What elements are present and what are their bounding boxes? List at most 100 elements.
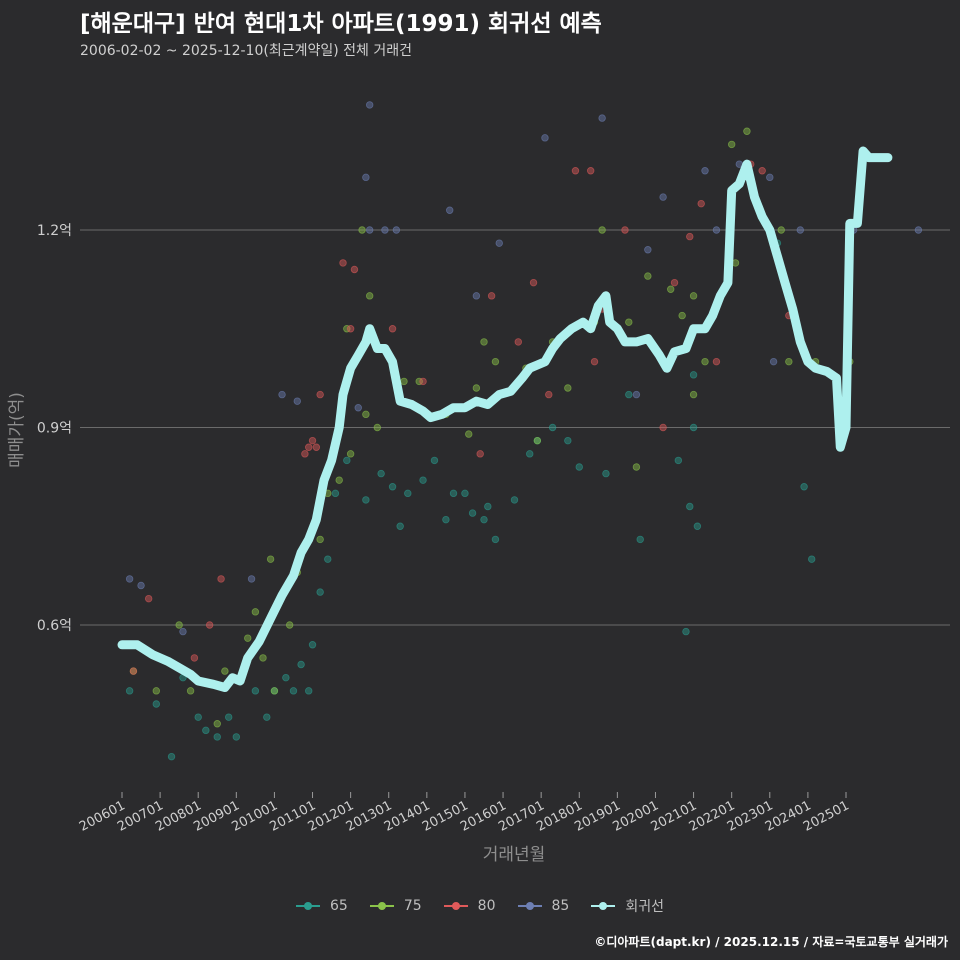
point-65 bbox=[289, 687, 298, 695]
point-65 bbox=[430, 456, 439, 465]
point-75 bbox=[365, 292, 374, 300]
legend-label: 85 bbox=[551, 898, 570, 914]
point-85 bbox=[769, 357, 778, 366]
point-75 bbox=[346, 450, 355, 458]
point-80 bbox=[712, 357, 721, 366]
point-80 bbox=[529, 278, 538, 287]
point-80 bbox=[590, 357, 599, 366]
legend: 65 75 80 85 회귀선 bbox=[0, 896, 960, 916]
point-75 bbox=[465, 430, 473, 438]
point-80 bbox=[670, 278, 679, 287]
y-tick-label: 1.2억 bbox=[37, 223, 72, 239]
point-65 bbox=[625, 390, 633, 399]
point-85 bbox=[914, 226, 923, 234]
point-75 bbox=[266, 555, 275, 563]
point-85 bbox=[541, 134, 549, 142]
legend-key bbox=[443, 900, 468, 912]
grid-lines bbox=[80, 229, 950, 626]
point-80 bbox=[350, 265, 359, 274]
point-65 bbox=[377, 469, 385, 478]
point-85 bbox=[701, 167, 709, 175]
point-80 bbox=[205, 621, 214, 629]
point-65 bbox=[297, 660, 305, 669]
point-85 bbox=[278, 390, 286, 399]
point-65 bbox=[224, 713, 233, 721]
point-65 bbox=[636, 535, 644, 544]
legend-item-75: 75 bbox=[369, 896, 422, 916]
point-65 bbox=[686, 502, 694, 511]
point-85 bbox=[293, 397, 301, 405]
point-65 bbox=[396, 522, 404, 530]
point-65 bbox=[510, 496, 519, 504]
chart-subtitle: 2006-02-02 ~ 2025-12-10(최근계약일) 전체 거래건 bbox=[80, 43, 412, 59]
point-80 bbox=[686, 232, 694, 241]
point-75 bbox=[285, 621, 294, 629]
point-75 bbox=[598, 226, 606, 234]
point-65 bbox=[305, 687, 313, 695]
x-axis-label: 거래년월 bbox=[483, 845, 546, 865]
point-75 bbox=[491, 357, 500, 366]
point-75 bbox=[632, 463, 641, 471]
x-axis-ticks: 2006012007012008012009012010012011012012… bbox=[77, 792, 852, 835]
point-65 bbox=[308, 641, 317, 649]
point-85 bbox=[644, 246, 652, 254]
point-75 bbox=[727, 140, 736, 149]
point-85 bbox=[137, 581, 145, 590]
point-80 bbox=[305, 443, 313, 451]
y-tick-label: 0.9억 bbox=[37, 421, 72, 437]
point-75 bbox=[221, 667, 229, 675]
point-65 bbox=[232, 733, 241, 741]
point-85 bbox=[125, 575, 134, 583]
legend-label: 80 bbox=[477, 898, 496, 914]
point-65 bbox=[282, 673, 290, 682]
point-65 bbox=[602, 469, 610, 478]
point-75 bbox=[689, 390, 698, 399]
point-85 bbox=[659, 193, 667, 201]
point-75 bbox=[244, 634, 252, 642]
point-75 bbox=[533, 436, 542, 445]
point-75 bbox=[343, 325, 351, 333]
point-65 bbox=[548, 423, 557, 432]
scatter-points bbox=[125, 101, 923, 761]
point-75 bbox=[667, 285, 675, 293]
legend-label: 75 bbox=[403, 898, 422, 914]
point-85 bbox=[766, 173, 774, 182]
legend-item-65: 65 bbox=[296, 896, 348, 916]
legend-item-85: 85 bbox=[517, 896, 570, 916]
point-80 bbox=[487, 292, 496, 300]
point-65 bbox=[480, 515, 488, 524]
point-75 bbox=[335, 476, 343, 484]
point-75 bbox=[743, 127, 751, 135]
point-65 bbox=[419, 476, 427, 484]
point-80 bbox=[571, 167, 580, 175]
point-75 bbox=[701, 357, 709, 366]
regression-line bbox=[117, 146, 893, 692]
point-75 bbox=[358, 226, 366, 234]
point-80 bbox=[316, 390, 324, 399]
point-80 bbox=[144, 594, 153, 603]
legend-key bbox=[591, 900, 616, 912]
y-axis-label: 매매가(억) bbox=[7, 392, 27, 468]
point-85 bbox=[247, 575, 256, 583]
point-75 bbox=[152, 687, 160, 695]
point-65 bbox=[331, 489, 340, 498]
y-tick-label: 0.6억 bbox=[37, 618, 72, 634]
point-85 bbox=[392, 226, 401, 234]
point-75 bbox=[625, 318, 633, 326]
point-65 bbox=[324, 555, 332, 563]
point-75 bbox=[689, 292, 698, 300]
point-80 bbox=[697, 199, 705, 208]
point-80 bbox=[545, 390, 553, 399]
point-85 bbox=[365, 226, 374, 234]
point-65 bbox=[526, 450, 534, 458]
point-80 bbox=[190, 654, 199, 662]
point-75 bbox=[316, 535, 324, 544]
point-80 bbox=[346, 325, 355, 333]
point-80 bbox=[476, 450, 484, 458]
point-75 bbox=[415, 377, 423, 386]
point-80 bbox=[129, 667, 138, 675]
point-65 bbox=[213, 733, 221, 741]
legend-label: 65 bbox=[330, 898, 348, 914]
point-65 bbox=[202, 726, 210, 735]
